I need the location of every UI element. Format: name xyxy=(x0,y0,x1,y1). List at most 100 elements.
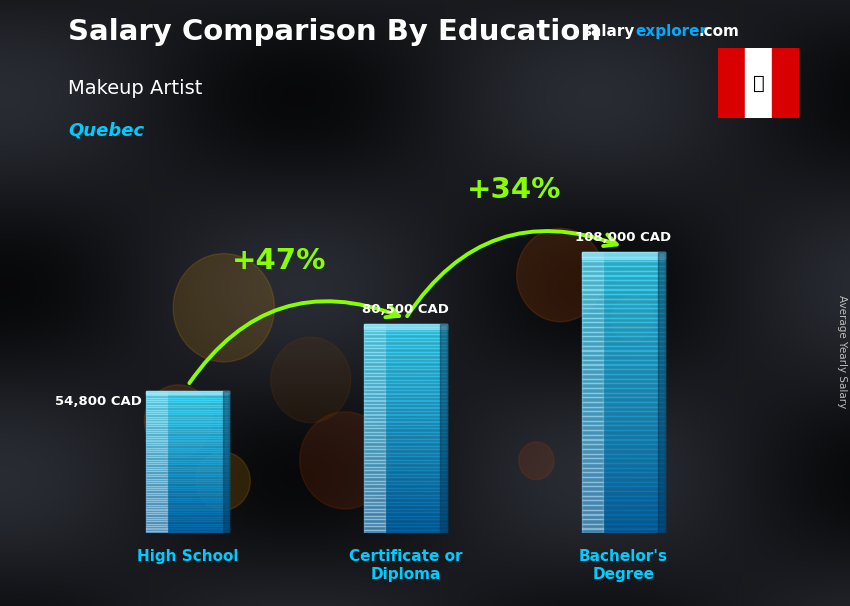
Bar xyxy=(364,397,385,401)
Bar xyxy=(364,407,447,411)
Bar xyxy=(146,510,230,512)
Bar xyxy=(146,457,230,459)
Bar xyxy=(582,341,603,346)
Bar xyxy=(364,498,447,502)
Ellipse shape xyxy=(144,385,212,457)
Bar xyxy=(582,496,603,501)
Bar xyxy=(582,261,665,266)
Bar xyxy=(582,285,665,290)
Bar xyxy=(146,493,230,495)
Bar xyxy=(146,410,167,412)
Bar xyxy=(658,252,665,533)
Bar xyxy=(364,450,447,453)
Bar xyxy=(364,467,385,470)
Bar xyxy=(364,334,385,338)
Bar xyxy=(146,495,167,498)
Bar xyxy=(582,398,603,402)
Text: 108,000 CAD: 108,000 CAD xyxy=(575,231,672,244)
Text: salary: salary xyxy=(582,24,635,39)
Bar xyxy=(364,355,385,359)
Bar xyxy=(582,453,665,458)
Bar xyxy=(364,401,447,404)
Bar xyxy=(364,390,447,393)
Bar xyxy=(582,280,665,285)
Bar xyxy=(582,435,665,439)
Bar xyxy=(146,502,230,505)
Bar xyxy=(223,391,230,533)
Bar xyxy=(364,446,385,450)
Bar xyxy=(146,484,230,486)
Ellipse shape xyxy=(518,442,554,479)
Bar xyxy=(146,471,230,474)
Bar xyxy=(582,379,665,384)
Bar xyxy=(364,442,447,446)
Bar xyxy=(146,469,230,471)
Bar xyxy=(364,387,447,390)
Bar xyxy=(364,365,385,369)
Bar xyxy=(582,379,603,384)
Bar xyxy=(582,327,665,331)
Bar xyxy=(582,350,665,355)
Ellipse shape xyxy=(300,412,390,509)
Bar xyxy=(582,393,665,398)
Bar xyxy=(146,441,230,443)
Bar xyxy=(364,362,447,365)
Bar xyxy=(582,308,665,313)
Bar xyxy=(582,266,665,271)
Bar xyxy=(146,510,167,512)
Bar xyxy=(146,498,230,500)
Bar xyxy=(582,322,603,327)
Bar xyxy=(146,524,230,526)
Bar xyxy=(364,351,385,355)
Bar xyxy=(582,388,665,393)
Bar xyxy=(582,477,665,482)
Bar xyxy=(582,360,603,365)
Bar xyxy=(146,514,167,517)
Bar xyxy=(582,430,603,435)
Bar xyxy=(364,530,385,533)
Bar xyxy=(146,421,230,424)
Bar xyxy=(582,519,603,524)
Bar xyxy=(582,383,665,388)
Bar xyxy=(364,428,447,432)
Bar xyxy=(364,523,385,526)
Bar xyxy=(364,362,385,365)
Bar xyxy=(364,456,385,460)
Text: explorer: explorer xyxy=(636,24,708,39)
Bar xyxy=(146,471,167,474)
Bar xyxy=(146,490,230,493)
Bar xyxy=(582,398,665,402)
Bar xyxy=(582,355,603,360)
Bar xyxy=(364,442,385,446)
Bar xyxy=(146,398,167,400)
Bar xyxy=(146,448,167,450)
Bar xyxy=(146,457,167,459)
Bar xyxy=(146,500,167,502)
Bar xyxy=(146,507,167,510)
Bar xyxy=(582,261,603,266)
Text: Quebec: Quebec xyxy=(68,121,144,139)
Bar xyxy=(146,512,167,514)
Bar xyxy=(582,294,665,299)
Bar xyxy=(146,450,230,453)
Bar xyxy=(146,507,230,510)
Bar xyxy=(364,415,447,418)
Bar xyxy=(146,436,167,438)
Bar xyxy=(146,502,167,505)
Bar xyxy=(146,481,230,484)
Bar xyxy=(582,294,603,299)
Bar xyxy=(146,445,230,448)
Bar xyxy=(582,421,603,425)
Bar xyxy=(582,369,603,374)
Bar xyxy=(146,500,230,502)
Bar xyxy=(146,464,230,467)
Bar xyxy=(146,516,167,519)
Bar xyxy=(364,512,385,516)
Bar xyxy=(582,501,603,505)
Bar xyxy=(364,331,447,334)
Bar xyxy=(364,393,385,397)
Bar xyxy=(146,516,230,519)
Bar xyxy=(146,450,167,453)
Bar xyxy=(364,456,447,460)
Bar xyxy=(364,494,385,498)
